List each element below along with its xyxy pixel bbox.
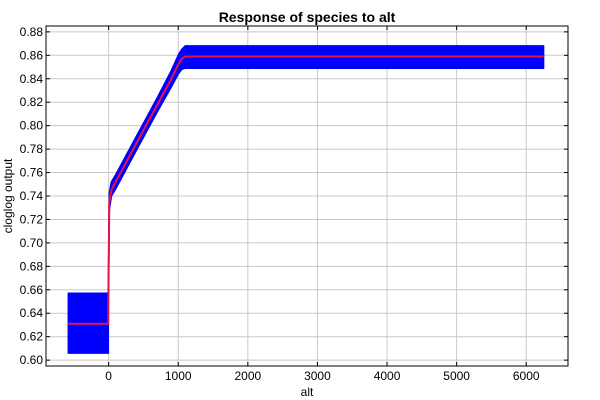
y-tick-label: 0.72 [20,212,44,226]
response-curve [68,55,544,325]
x-tick-label: 4000 [374,369,401,383]
x-tick-label: 2000 [234,369,261,383]
y-tick-label: 0.82 [20,95,44,109]
x-tick-label: 1000 [165,369,192,383]
x-tick-label: 0 [105,369,112,383]
y-axis-ticks: 0.60 0.62 0.64 0.66 0.68 0.70 0.72 0.74 0.76 0.78… [20,25,568,367]
y-tick-label: 0.84 [20,72,44,86]
y-tick-label: 0.70 [20,236,44,250]
y-axis-title: cloglog output [1,158,15,233]
x-tick-label: 3000 [304,369,331,383]
y-tick-label: 0.88 [20,25,44,39]
y-tick-label: 0.60 [20,353,44,367]
x-tick-label: 5000 [443,369,470,383]
chart-title: Response of species to alt [219,9,396,25]
y-tick-label: 0.78 [20,142,44,156]
y-tick-label: 0.62 [20,330,44,344]
response-line [68,55,544,325]
y-tick-label: 0.64 [20,306,44,320]
x-axis-title: alt [301,385,314,399]
confidence-band-area [67,45,545,354]
x-axis-ticks: 0 1000 2000 3000 4000 5000 6000 [105,26,540,383]
y-tick-label: 0.76 [20,166,44,180]
y-tick-label: 0.68 [20,259,44,273]
confidence-band [67,45,545,354]
y-tick-label: 0.66 [20,283,44,297]
y-tick-label: 0.80 [20,119,44,133]
grid [46,26,568,366]
y-tick-label: 0.74 [20,189,44,203]
y-tick-label: 0.86 [20,48,44,62]
x-tick-label: 6000 [513,369,540,383]
